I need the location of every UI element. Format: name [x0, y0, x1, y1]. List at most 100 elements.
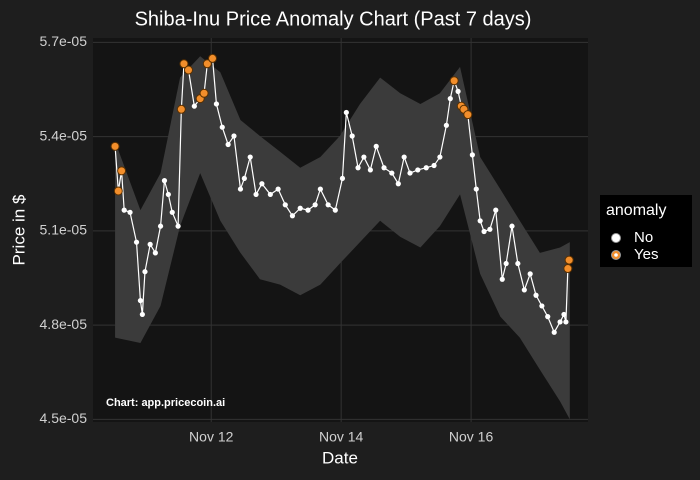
legend-marker-center [614, 253, 618, 257]
price-point [487, 226, 493, 232]
price-point [305, 207, 311, 213]
price-point [389, 170, 395, 176]
price-point [503, 260, 509, 267]
price-point [339, 175, 346, 182]
anomaly-point [202, 59, 212, 69]
legend-label: No [634, 229, 653, 246]
plot-layer: 4.5e-05 4.8e-05 5.1e-05 5.4e-05 5.7e-05 Nov 1… [40, 33, 659, 445]
price-point [539, 303, 545, 309]
price-point [395, 181, 401, 187]
price-point [557, 319, 563, 325]
price-point [142, 269, 148, 275]
price-point [213, 101, 220, 107]
price-point [509, 223, 515, 229]
price-point [437, 154, 443, 160]
price-point [219, 124, 225, 130]
price-point [289, 213, 296, 219]
y-tick-label: 4.8e-05 [40, 316, 88, 332]
legend-marker-center [614, 236, 618, 240]
anomaly-point [563, 264, 573, 274]
price-point [481, 228, 487, 235]
legend-title: anomaly [606, 202, 666, 219]
price-point [161, 178, 168, 184]
price-point [231, 133, 237, 139]
price-point [477, 218, 483, 224]
price-point [332, 207, 338, 213]
price-point [349, 133, 355, 139]
y-tick-label: 4.5e-05 [40, 410, 88, 426]
price-point [515, 260, 521, 267]
price-point [317, 186, 323, 192]
price-point [401, 154, 407, 160]
price-point [259, 181, 265, 187]
price-point [237, 186, 244, 192]
price-point [527, 271, 533, 277]
price-point [533, 292, 539, 298]
price-point [247, 154, 253, 160]
price-point [225, 141, 231, 148]
anomaly-point [179, 59, 189, 69]
x-tick-label: Nov 12 [189, 429, 234, 445]
anomaly-point [463, 110, 473, 120]
anomaly-point [110, 141, 120, 151]
price-point [521, 287, 527, 293]
price-point [165, 191, 171, 198]
x-tick-label: Nov 14 [319, 429, 364, 445]
anomaly-point [113, 186, 123, 196]
price-point [545, 314, 551, 320]
price-point [157, 223, 164, 229]
price-point [139, 311, 145, 318]
price-point [312, 202, 318, 208]
price-point [253, 191, 259, 198]
price-point [423, 165, 429, 171]
price-point [147, 241, 153, 247]
price-point [561, 311, 567, 318]
price-point [241, 175, 247, 182]
anomaly-point [183, 65, 193, 75]
legend-label: Yes [634, 246, 658, 263]
price-point [121, 207, 127, 213]
price-point [297, 205, 303, 211]
price-point [381, 165, 387, 171]
price-point [373, 143, 379, 149]
price-point [415, 167, 421, 173]
price-point [169, 209, 175, 215]
y-tick-label: 5.1e-05 [40, 222, 88, 238]
x-tick-label: Nov 16 [449, 429, 494, 445]
price-point [473, 186, 479, 192]
price-point [127, 209, 133, 215]
price-point [563, 319, 569, 325]
price-point [455, 88, 461, 94]
price-point [133, 239, 140, 245]
price-point [431, 162, 437, 169]
y-tick-label: 5.7e-05 [40, 33, 88, 49]
price-point [493, 207, 499, 213]
anomaly-point [208, 53, 218, 63]
price-point [443, 122, 449, 128]
price-point [267, 191, 273, 198]
price-point [175, 223, 181, 229]
price-point [343, 109, 349, 116]
price-point [361, 154, 367, 160]
chart-title: Shiba-Inu Price Anomaly Chart (Past 7 da… [135, 8, 532, 30]
anomaly-point [199, 88, 209, 98]
price-point [275, 186, 281, 192]
price-point [282, 202, 288, 208]
price-point [469, 152, 475, 158]
anomaly-point [176, 104, 186, 114]
anomaly-point [117, 166, 127, 176]
x-axis-label: Date [322, 448, 358, 467]
price-point [407, 170, 413, 176]
caption: Chart: app.pricecoin.ai [106, 397, 225, 409]
anomaly-point [564, 255, 574, 265]
price-point [152, 250, 158, 256]
price-point [325, 202, 331, 208]
price-point [499, 276, 505, 282]
price-point [355, 165, 361, 171]
y-axis-label: Price in $ [9, 194, 28, 265]
price-point [191, 103, 197, 109]
price-point [551, 329, 557, 335]
price-point [137, 297, 144, 304]
price-point [367, 167, 373, 173]
